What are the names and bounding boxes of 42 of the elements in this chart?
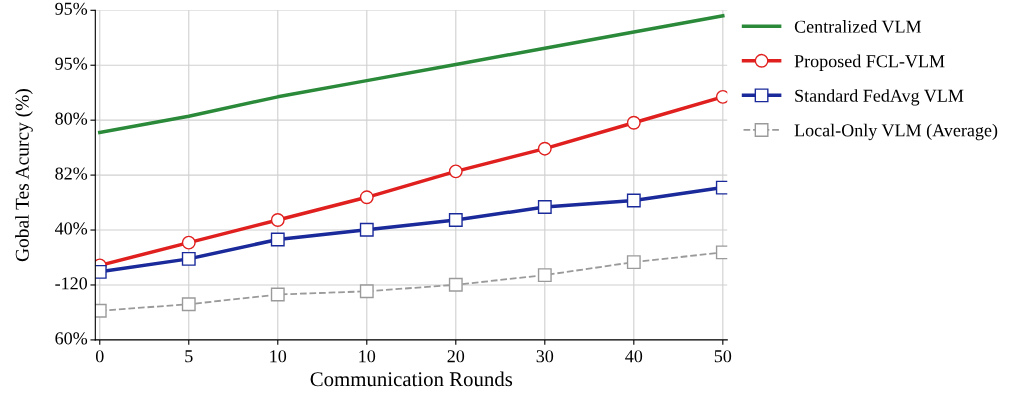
text: -120 bbox=[55, 277, 88, 290]
text: 60% bbox=[55, 332, 88, 345]
point bbox=[537, 141, 552, 156]
text: 82% bbox=[55, 167, 88, 180]
legend-label: Centralized VLM bbox=[794, 20, 922, 33]
point bbox=[270, 287, 285, 302]
x-tick-label: 20 bbox=[447, 350, 465, 363]
point bbox=[715, 180, 728, 195]
text: 95% bbox=[55, 57, 88, 70]
legend-label: Proposed FCL-VLM bbox=[794, 54, 945, 71]
point bbox=[359, 284, 374, 299]
point bbox=[448, 164, 463, 179]
point bbox=[537, 268, 552, 283]
x-tick-label: 5 bbox=[185, 350, 193, 363]
legend-label: Standard FedAvg VLM bbox=[795, 89, 964, 106]
point bbox=[270, 232, 285, 247]
point bbox=[626, 255, 641, 270]
point bbox=[715, 245, 728, 260]
point bbox=[715, 89, 728, 104]
x-tick-label: 30 bbox=[536, 350, 554, 363]
legend-label: Local-Only VLM (Average) bbox=[794, 123, 998, 141]
text: 95% bbox=[55, 2, 88, 15]
point bbox=[359, 222, 374, 237]
x-tick-label: 40 bbox=[625, 350, 643, 363]
point bbox=[448, 213, 463, 227]
point bbox=[626, 115, 641, 130]
point bbox=[626, 193, 641, 208]
point bbox=[181, 251, 196, 266]
point bbox=[537, 200, 552, 214]
text: 80% bbox=[55, 112, 88, 125]
x-tick-label: 50 bbox=[714, 350, 732, 363]
x-tick-label: 0 bbox=[95, 350, 104, 363]
x-axis-title: Communication Rounds bbox=[310, 371, 513, 387]
point bbox=[270, 213, 285, 227]
text: 40% bbox=[54, 222, 88, 235]
point bbox=[448, 277, 463, 292]
point bbox=[181, 235, 196, 250]
x-tick-label: 10 bbox=[270, 350, 287, 363]
point bbox=[359, 190, 374, 205]
y-axis-title: Gobal Tes Acurcy (%) bbox=[15, 89, 33, 262]
point bbox=[181, 297, 196, 312]
x-tick-label: 10 bbox=[359, 350, 376, 363]
